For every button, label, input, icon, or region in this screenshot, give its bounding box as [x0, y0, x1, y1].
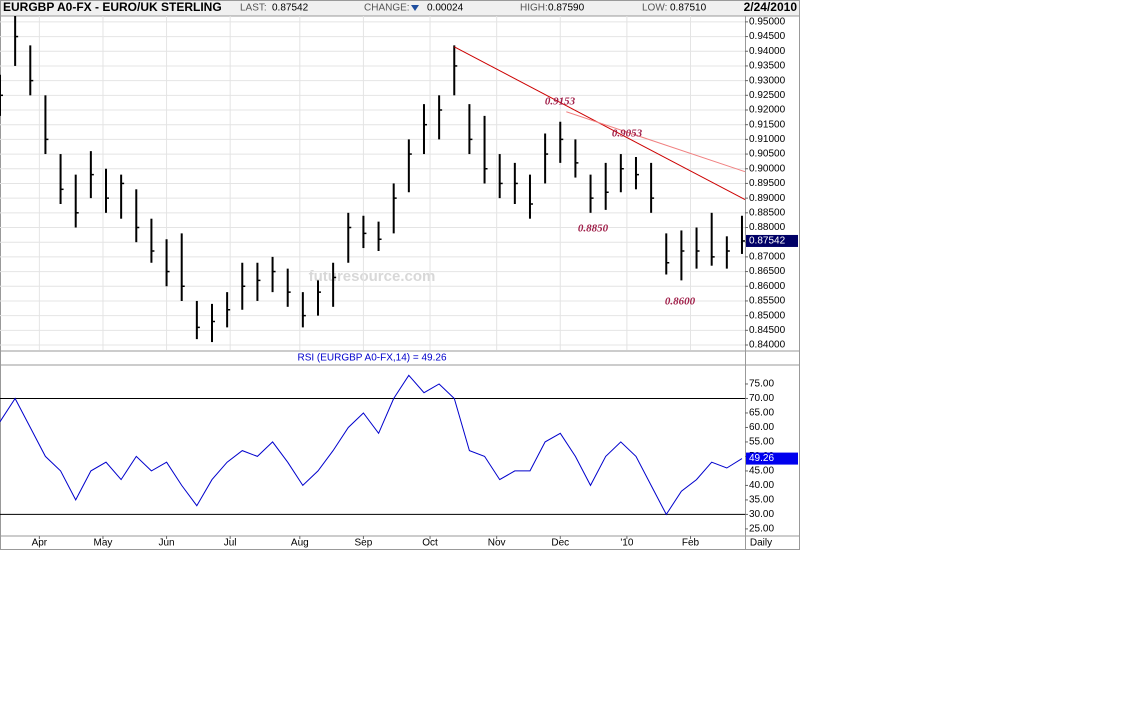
x-tick-label: Apr — [32, 538, 48, 549]
last-label: LAST: — [240, 3, 267, 14]
annotation: 0.9153 — [545, 96, 576, 108]
y-tick-label: 0.88500 — [749, 207, 786, 218]
annotation: 0.8600 — [665, 296, 696, 308]
y-tick-label: 0.86500 — [749, 266, 786, 277]
y-tick-label: 0.85000 — [749, 310, 786, 321]
x-tick-label: Jul — [224, 538, 237, 549]
x-tick-label: Dec — [551, 538, 569, 549]
y-tick-label: 60.00 — [749, 422, 774, 433]
x-tick-label: Feb — [682, 538, 700, 549]
high-value: 0.87590 — [548, 3, 585, 14]
y-tick-label: 0.84500 — [749, 325, 786, 336]
y-tick-label: 0.89500 — [749, 178, 786, 189]
y-tick-label: 0.95000 — [749, 17, 786, 28]
y-tick-label: 0.90000 — [749, 163, 786, 174]
rsi-value-label: 49.26 — [749, 453, 774, 464]
high-label: HIGH: — [520, 3, 548, 14]
y-tick-label: 0.92500 — [749, 90, 786, 101]
last-price-label: 0.87542 — [749, 236, 786, 247]
change-label: CHANGE: — [364, 3, 410, 14]
annotation: 0.8850 — [578, 223, 609, 235]
y-tick-label: 55.00 — [749, 437, 774, 448]
x-tick-label: Sep — [355, 538, 373, 549]
y-tick-label: 0.93000 — [749, 75, 786, 86]
rsi-value-box — [746, 452, 798, 465]
date: 2/24/2010 — [744, 0, 798, 14]
x-tick-label: '10 — [620, 538, 633, 549]
watermark: futuresource.com — [309, 268, 436, 285]
y-tick-label: 30.00 — [749, 509, 774, 520]
header-bar — [1, 1, 799, 16]
rsi-title: RSI (EURGBP A0-FX,14) = 49.26 — [297, 353, 446, 364]
low-label: LOW: — [642, 3, 667, 14]
x-tick-label: May — [94, 538, 113, 549]
y-tick-label: 0.89000 — [749, 193, 786, 204]
y-tick-label: 35.00 — [749, 495, 774, 506]
change-value: 0.00024 — [427, 3, 464, 14]
annotation: 0.9053 — [612, 128, 643, 140]
y-tick-label: 0.92000 — [749, 105, 786, 116]
y-tick-label: 40.00 — [749, 480, 774, 491]
y-tick-label: 0.91500 — [749, 119, 786, 130]
low-value: 0.87510 — [670, 3, 707, 14]
instrument-title: EURGBP A0-FX - EURO/UK STERLING — [3, 0, 222, 14]
y-tick-label: 0.86000 — [749, 281, 786, 292]
rsi-line — [0, 374, 743, 516]
x-tick-label: Aug — [291, 538, 309, 549]
x-tick-label: Oct — [422, 538, 438, 549]
y-tick-label: 0.84000 — [749, 340, 786, 351]
y-tick-label: 0.94500 — [749, 31, 786, 42]
y-tick-label: 25.00 — [749, 524, 774, 535]
last-price-box — [746, 234, 798, 247]
chart-frame — [0, 0, 800, 550]
y-tick-label: 0.90500 — [749, 149, 786, 160]
y-tick-label: 0.85500 — [749, 296, 786, 307]
y-tick-label: 0.87000 — [749, 252, 786, 263]
y-tick-label: 65.00 — [749, 408, 774, 419]
x-tick-label: Nov — [488, 538, 506, 549]
trendline — [566, 111, 746, 173]
y-tick-label: 0.88000 — [749, 222, 786, 233]
x-tick-label: Jun — [159, 538, 175, 549]
y-tick-label: 45.00 — [749, 466, 774, 477]
down-arrow — [411, 5, 419, 11]
y-tick-label: 75.00 — [749, 379, 774, 390]
y-tick-label: 0.93500 — [749, 61, 786, 72]
y-tick-label: 0.94000 — [749, 46, 786, 57]
y-tick-label: 0.91000 — [749, 134, 786, 145]
last-value: 0.87542 — [272, 3, 309, 14]
y-tick-label: 70.00 — [749, 393, 774, 404]
x-unit-label: Daily — [750, 538, 772, 549]
